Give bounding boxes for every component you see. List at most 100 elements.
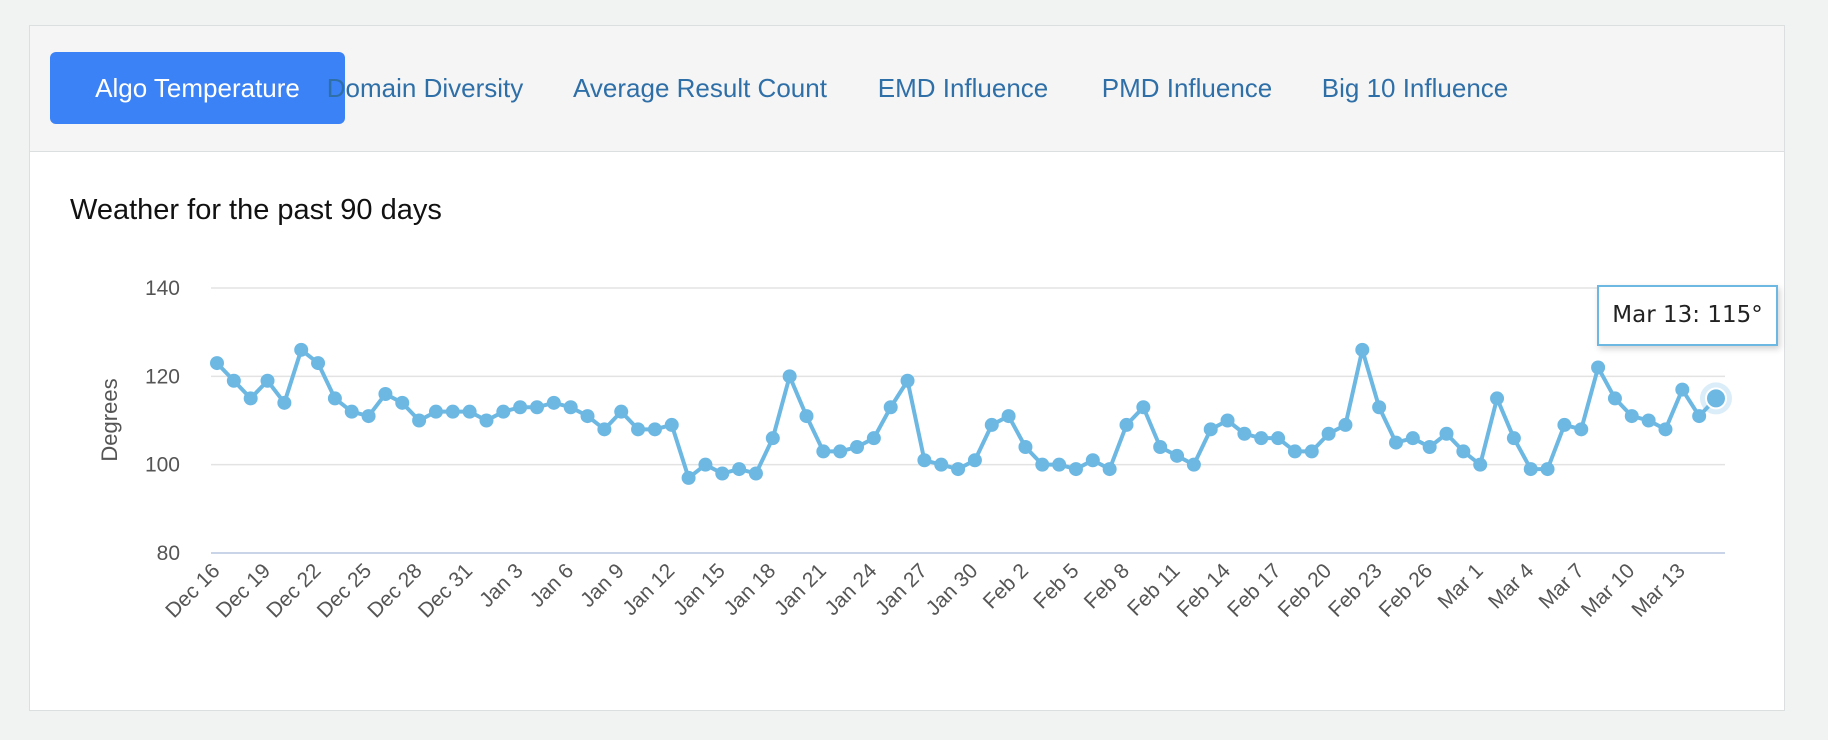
chart-panel: Algo Temperature Domain Diversity Averag… [29,25,1785,711]
highlighted-point [1705,387,1727,410]
data-point [1271,431,1286,446]
x-tick-label: Dec 22 [262,559,325,622]
data-point [614,404,629,419]
data-point [1574,422,1589,437]
tab-average-result-count[interactable]: Average Result Count [573,73,827,103]
data-point [681,470,696,485]
data-point [1254,431,1269,446]
data-point [748,466,763,481]
data-point [1085,453,1100,468]
x-tick-label: Jan 15 [669,559,730,620]
x-tick-label: Dec 19 [212,559,275,622]
data-point [1557,417,1572,432]
data-point [1591,360,1606,375]
data-point [1422,440,1437,454]
data-point [833,444,848,459]
data-point [1119,417,1134,432]
x-tick-label: Mar 1 [1434,559,1488,613]
x-tick-label: Feb 2 [979,559,1033,613]
data-point [1540,462,1555,477]
tab-bar: Algo Temperature Domain Diversity Averag… [30,26,1784,152]
x-tick-label: Feb 5 [1029,559,1083,613]
data-point [1692,409,1707,424]
data-point [1018,440,1033,454]
data-point [715,466,730,481]
x-tick-label: Jan 21 [770,559,831,620]
data-point [883,400,898,415]
data-point [378,387,393,401]
x-tick-label: Jan 12 [618,559,679,620]
data-point [1388,435,1403,450]
tab-big-10-influence[interactable]: Big 10 Influence [1321,73,1509,103]
data-point [1287,444,1302,459]
data-point [917,453,932,468]
data-point [327,391,342,406]
data-point [412,413,427,428]
data-point [631,422,646,437]
data-point [563,400,578,415]
chart-tooltip: Mar 13: 115° [1597,285,1778,346]
data-point [260,373,275,388]
data-point [1473,457,1488,472]
data-point [496,404,511,419]
x-tick-label: Jan 3 [475,559,528,612]
data-point [934,457,949,472]
data-point [530,400,545,415]
data-point [1490,391,1505,406]
tab-emd-influence[interactable]: EMD Influence [877,73,1049,103]
data-point [1624,409,1639,424]
data-point [277,395,292,410]
data-point [1304,444,1319,459]
data-point [816,444,831,459]
data-point [1456,444,1471,459]
tab-algo-temperature[interactable]: Algo Temperature [50,52,345,124]
y-tick-label: 140 [145,277,180,300]
data-point [782,369,797,384]
data-point [1641,413,1656,428]
x-tick-label: Jan 18 [719,559,780,620]
data-point [1506,431,1521,446]
data-point [1658,422,1673,437]
x-tick-label: Feb 17 [1223,559,1286,622]
x-tick-label: Feb 20 [1274,559,1337,622]
data-point [967,453,982,468]
x-tick-label: Feb 11 [1123,559,1184,620]
data-point [546,395,561,410]
data-point [226,373,241,388]
data-point [428,404,443,419]
data-point [850,440,865,454]
y-axis-label: Degrees [97,378,122,461]
data-point [1338,417,1353,432]
data-point [210,356,224,371]
data-point [294,342,309,357]
y-tick-label: 100 [145,454,180,477]
x-tick-label: Mar 10 [1577,559,1639,621]
x-tick-label: Jan 27 [871,559,932,620]
data-point [698,457,713,472]
data-point [580,409,595,424]
data-point [1675,382,1690,397]
data-point [647,422,662,437]
x-tick-label: Jan 6 [526,559,579,612]
tab-domain-diversity[interactable]: Domain Diversity [326,73,524,103]
data-point [1102,462,1117,477]
data-point [597,422,612,437]
data-point [243,391,258,406]
data-point [1136,400,1151,415]
y-tick-label: 80 [157,542,180,565]
data-point [1170,448,1185,463]
data-point [664,417,679,432]
data-point [984,417,999,432]
data-point [1439,426,1454,441]
data-point [1203,422,1218,437]
tab-pmd-influence[interactable]: PMD Influence [1101,73,1273,103]
data-point [1052,457,1067,472]
chart-title: Weather for the past 90 days [70,194,442,226]
data-point [1153,440,1168,454]
data-point [1186,457,1201,472]
data-point [1220,413,1235,428]
data-point [1355,342,1370,357]
data-point [866,431,881,446]
data-point [1523,462,1538,477]
